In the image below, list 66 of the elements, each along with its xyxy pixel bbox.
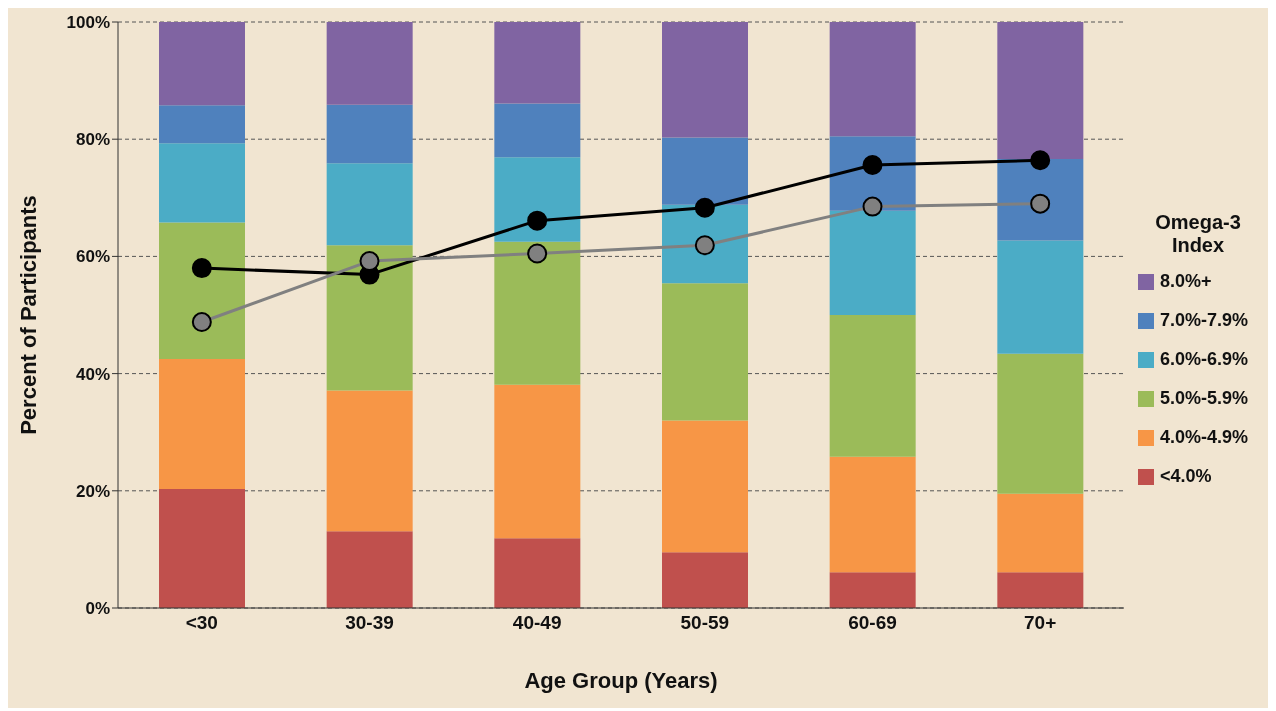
- point: [527, 210, 548, 231]
- bar: [662, 22, 748, 138]
- bar: [326, 531, 413, 608]
- point: [191, 312, 212, 333]
- bar: [159, 105, 245, 144]
- bar: [829, 456, 916, 573]
- bar: [997, 572, 1084, 608]
- legend-label: 6.0%-6.9%: [1160, 349, 1249, 370]
- bar: [494, 384, 581, 539]
- bar: [494, 103, 581, 158]
- bar: [494, 157, 581, 242]
- bar: [159, 222, 245, 359]
- legend-label: 7.0%-7.9%: [1160, 310, 1249, 331]
- y-tick-label: 60%: [75, 247, 110, 267]
- bar: [997, 159, 1084, 241]
- point: [862, 154, 883, 175]
- bar: [829, 22, 916, 137]
- y-tick-label: 100%: [66, 13, 110, 33]
- x-tick-label: 50-59: [680, 612, 730, 634]
- bar: [997, 493, 1084, 573]
- bar: [997, 22, 1084, 160]
- bar: [326, 390, 413, 532]
- legend-label: 4.0%-4.9%: [1160, 427, 1249, 448]
- bar: [997, 240, 1084, 354]
- bar: [829, 315, 916, 457]
- point: [694, 197, 715, 218]
- bar: [326, 104, 413, 164]
- bar: [159, 358, 245, 490]
- bar: [159, 143, 245, 223]
- bar: [159, 489, 245, 608]
- y-tick-label: 80%: [75, 130, 110, 150]
- point: [191, 258, 212, 279]
- point: [1030, 193, 1051, 214]
- bar: [997, 353, 1084, 494]
- x-axis-title: Age Group (Years): [524, 668, 718, 693]
- bar: [326, 163, 413, 246]
- bar: [662, 420, 748, 553]
- bar: [829, 210, 916, 315]
- bar: [829, 572, 916, 608]
- bar: [159, 22, 245, 106]
- bar: [494, 538, 581, 608]
- point: [862, 196, 883, 217]
- y-tick-label: 20%: [75, 481, 110, 501]
- legend-label: <4.0%: [1160, 466, 1212, 487]
- y-tick-label: 40%: [75, 364, 110, 384]
- x-tick-label: 60-69: [848, 612, 897, 634]
- x-tick-label: <30: [185, 612, 218, 634]
- legend-label: 5.0%-5.9%: [1160, 388, 1249, 409]
- bar: [494, 241, 581, 385]
- bar: [662, 137, 748, 205]
- x-tick-label: 70+: [1024, 612, 1057, 634]
- x-tick-label: 40-49: [512, 612, 562, 634]
- point: [527, 243, 548, 264]
- legend-title: Omega-3 Index: [1154, 211, 1242, 257]
- bar: [662, 283, 748, 421]
- bar: [326, 245, 413, 391]
- legend-label: 8.0%+: [1160, 271, 1212, 292]
- x-tick-label: 30-39: [345, 612, 394, 634]
- y-axis-title: Percent of Participants: [15, 195, 41, 435]
- point: [1030, 150, 1051, 171]
- point: [359, 251, 380, 272]
- bar: [494, 22, 581, 104]
- point: [694, 235, 715, 256]
- bar: [326, 22, 413, 105]
- bar: [662, 552, 748, 608]
- y-tick-label: 0%: [85, 599, 110, 619]
